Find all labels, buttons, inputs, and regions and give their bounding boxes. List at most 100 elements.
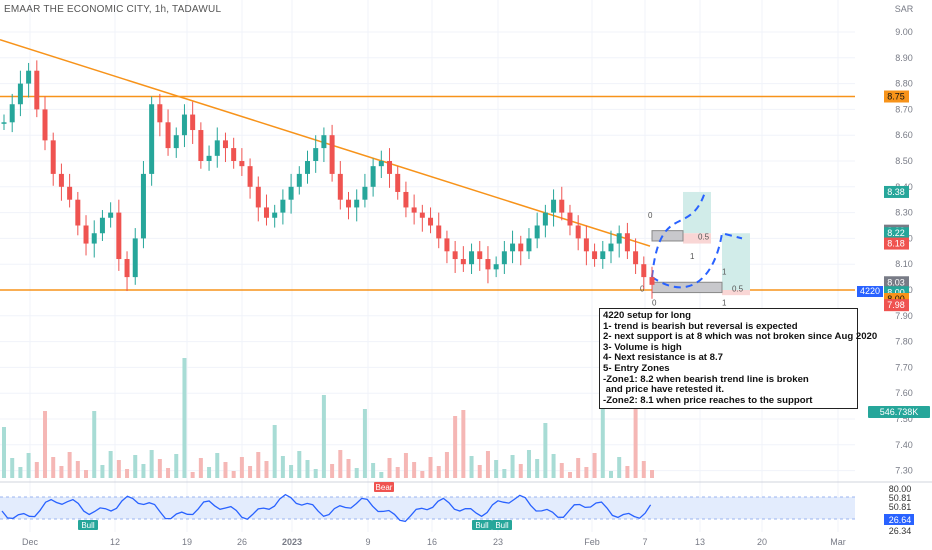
candle-body [592,251,598,260]
volume-bar [354,468,359,478]
candle-body [542,212,548,226]
volume-bar [84,470,89,478]
position-label: 0.5 [698,233,710,242]
volume-bar [346,459,351,478]
candle-body [214,140,220,156]
candle-body [181,114,187,136]
price-label: 7.98 [887,300,905,310]
candle-body [526,238,532,252]
volume-bar [174,454,179,478]
rsi-tick-label: 26.64 [889,515,912,525]
time-tick-label: 16 [427,537,437,547]
time-tick-label: 7 [642,537,647,547]
volume-bar [494,460,499,478]
candle-body [378,161,384,167]
volume-bar [305,460,310,478]
chart-title: EMAAR THE ECONOMIC CITY, 1h, TADAWUL [4,4,222,15]
rsi-tick-label: 50.81 [889,493,912,503]
rsi-band [0,497,855,519]
volume-bar [321,395,326,478]
candle-body [247,166,253,187]
volume-bar [461,410,466,478]
price-label-bg [884,185,909,198]
candle-body [534,225,540,239]
long-target-zone-2 [722,233,750,290]
volume-bar [412,462,417,478]
volume-bar [264,461,269,478]
volume-bar [535,459,540,478]
price-label-bg [884,227,909,240]
price-tick-label: 8.70 [895,104,913,114]
volume-bar [617,457,622,478]
candle-body [99,217,105,234]
volume-bar [223,462,228,478]
price-label-bg [884,90,909,103]
volume-bar [641,461,646,478]
candle-body [140,173,146,239]
time-tick-label: Dec [22,537,39,547]
volume-bar [18,467,23,478]
price-tick-label: 7.50 [895,414,913,424]
candle-body [493,264,499,270]
volume-bar [567,472,572,478]
signal-label: Bull [81,521,95,530]
volume-bar [67,452,72,478]
projected-path [651,191,743,289]
volume-bar [289,465,294,478]
volume-bar [34,462,39,478]
price-labels: 546.738K8.758.388.238.228.188.038.008.00… [868,90,930,418]
volume-label: 546.738K [880,407,919,417]
candle-body [559,199,565,213]
candle-body [9,104,15,123]
candle-body [17,83,23,105]
price-label: 8.38 [887,187,905,197]
candle-body [501,251,507,265]
price-tick-label: 8.30 [895,208,913,218]
position-label: 0 [640,284,645,293]
volume-bar [149,450,154,478]
volume-bar [551,454,556,478]
rsi-label-bg [884,514,914,525]
volume-bar [600,402,605,478]
candle-body [600,251,606,260]
candle-body [518,243,524,252]
candle-body [58,173,64,187]
position-label: 0.5 [732,284,744,293]
volume-bar [650,470,654,478]
candle-body [551,199,557,213]
long-stop-zone [683,233,711,244]
candle-body [346,199,352,208]
price-label-bg [884,299,909,312]
volume-bar [362,409,367,478]
candle-body [436,225,442,239]
signal-label-bg [472,520,492,530]
note-line: 3- Volume is high [603,341,682,353]
volume-bar [231,471,236,478]
candle-body [649,277,655,285]
candle-body [263,207,269,218]
note-line: 5- Entry Zones [603,362,670,374]
volume-bar [543,423,548,478]
volume-bar [371,463,376,478]
time-tick-label: 23 [493,537,503,547]
volume-bar [559,463,564,478]
volume-bar [10,458,15,478]
time-tick-label: 12 [110,537,120,547]
signal-label: Bull [495,521,509,530]
candle-body [419,212,425,218]
volume-bar [403,453,408,478]
candle-body [116,212,122,260]
candle-body [633,251,639,265]
signal-label-bg [78,520,98,530]
price-tick-label: 9.00 [895,27,913,37]
candle-body [26,70,32,84]
price-label: 8.18 [887,239,905,249]
position-label: 0 [648,211,653,220]
price-tick-label: 7.40 [895,440,913,450]
volume-bar [207,467,212,478]
price-tick-label: 7.80 [895,337,913,347]
volume-bar [510,455,515,478]
candle-body [132,238,138,278]
